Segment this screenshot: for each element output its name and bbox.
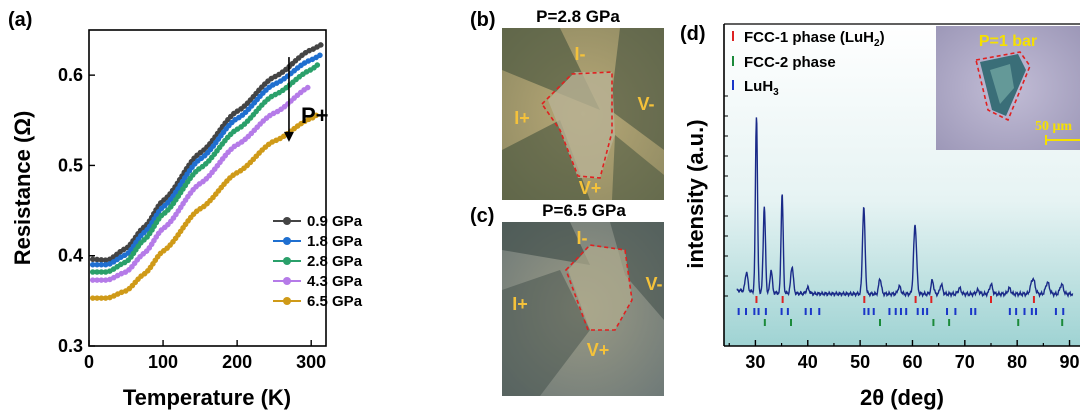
- legend-label-2: 2.8 GPa: [307, 253, 363, 270]
- resistance-x-tick-label: 300: [296, 352, 326, 372]
- legend-label-3: 4.3 GPa: [307, 273, 363, 290]
- photo-b-label-v-minus: V-: [637, 94, 654, 114]
- resistance-series-2: [89, 61, 322, 275]
- photo-b-label-i-minus: I-: [575, 44, 586, 64]
- resistance-x-axis-title: Temperature (K): [123, 385, 291, 410]
- inset-title: P=1 bar: [979, 33, 1037, 50]
- resistance-series-0: [89, 41, 326, 263]
- xrd-x-tick-label: 30: [745, 352, 765, 372]
- photo-b-image: [502, 28, 664, 200]
- resistance-y-axis-title: Resistance (Ω): [10, 111, 35, 266]
- resistance-series-3: [89, 83, 314, 283]
- photo-b-label-i-plus: I+: [514, 108, 530, 128]
- xrd-x-tick-label: 80: [1007, 352, 1027, 372]
- legend-marker-2: [283, 257, 291, 265]
- legend-label-fcc2: FCC-2 phase: [744, 54, 836, 71]
- resistance-x-tick-label: 0: [84, 352, 94, 372]
- inset-scale-label: 50 μm: [1035, 119, 1072, 134]
- legend-label-fcc1: FCC-1 phase (LuH2): [744, 29, 885, 49]
- pressure-annotation: P+: [301, 103, 329, 128]
- photo-c-sample-outline: [565, 244, 633, 331]
- legend-label-luh3: LuH3: [744, 78, 779, 98]
- photo-c-label-v-minus: V-: [645, 274, 662, 294]
- inset-sample-outline: [975, 51, 1031, 122]
- xrd-x-tick-label: 40: [798, 352, 818, 372]
- resistance-plot-frame: [88, 29, 327, 347]
- xrd-x-tick-label: 70: [955, 352, 975, 372]
- resistance-chart: 0 100 200 300 0.3 0.4 0.5 0.6 P+ 0.9 GPa 1.8 GPa 2.…: [58, 41, 363, 372]
- legend-label-1: 1.8 GPa: [307, 233, 363, 250]
- panel-label-b: (b): [470, 9, 496, 31]
- photo-b-title: P=2.8 GPa: [536, 7, 620, 26]
- xrd-pattern: [736, 117, 1074, 299]
- pressure-arrow-head: [283, 131, 294, 142]
- xrd-legend: FCC-1 phase (LuH2) FCC-2 phase LuH3: [732, 29, 885, 98]
- legend-marker-4: [283, 297, 291, 305]
- resistance-series-1: [89, 51, 326, 268]
- photo-c-title: P=6.5 GPa: [542, 201, 626, 220]
- resistance-x-tick-label: 100: [148, 352, 178, 372]
- xrd-chart: 30 40 50 60 70 80 90: [724, 95, 1080, 372]
- xrd-x-tick-label: 90: [1060, 352, 1080, 372]
- photo-c-label-i-plus: I+: [512, 294, 528, 314]
- resistance-y-tick-label: 0.5: [58, 155, 83, 175]
- legend-marker-3: [283, 277, 291, 285]
- xrd-y-axis-title: intensity (a.u.): [683, 119, 708, 268]
- resistance-y-tick-label: 0.6: [58, 65, 83, 85]
- resistance-y-tick-label: 0.4: [58, 246, 83, 266]
- panel-label-c: (c): [470, 205, 494, 227]
- panel-label-a: (a): [8, 9, 32, 31]
- xrd-x-tick-label: 60: [902, 352, 922, 372]
- panel-label-d: (d): [680, 23, 706, 45]
- inset-photo: [936, 26, 1080, 150]
- photo-c-label-v-plus: V+: [587, 340, 610, 360]
- legend-marker-0: [283, 217, 291, 225]
- legend-marker-1: [283, 237, 291, 245]
- photo-c-label-i-minus: I-: [577, 228, 588, 248]
- xrd-x-axis-title: 2θ (deg): [860, 385, 944, 410]
- xrd-x-tick-label: 50: [850, 352, 870, 372]
- resistance-series-4: [89, 111, 322, 301]
- xrd-series-group: [736, 117, 1074, 326]
- resistance-series-group: [89, 41, 326, 301]
- photo-b-label-v-plus: V+: [579, 178, 602, 198]
- resistance-y-tick-label: 0.3: [58, 336, 83, 356]
- legend-label-0: 0.9 GPa: [307, 213, 363, 230]
- resistance-x-tick-label: 200: [222, 352, 252, 372]
- legend-label-4: 6.5 GPa: [307, 293, 363, 310]
- photo-b-sample-outline: [540, 71, 613, 179]
- photo-c-image: [502, 222, 664, 396]
